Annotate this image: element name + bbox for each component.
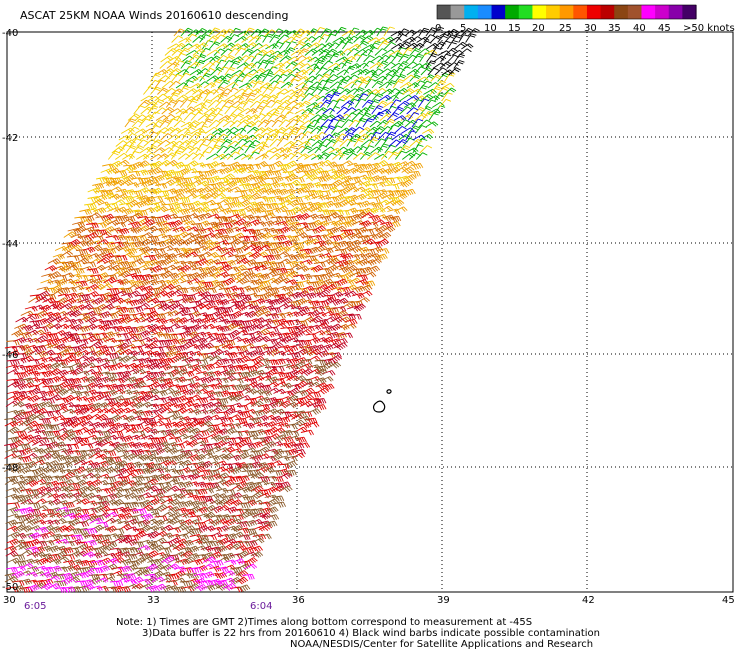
lon-label-45: 45 [722, 595, 735, 606]
islands [373, 389, 392, 413]
lon-label-36: 36 [292, 595, 305, 606]
legend-label-5: 5 [460, 23, 466, 34]
legend-swatch [437, 5, 452, 19]
legend-swatch [573, 5, 588, 19]
legend-swatch [450, 5, 465, 19]
legend-swatches [436, 4, 697, 20]
wind-barb-group [6, 211, 402, 359]
lon-label-30: 30 [3, 595, 16, 606]
legend-swatch [600, 5, 615, 19]
note-line-1: Note: 1) Times are GMT 2)Times along bot… [116, 617, 532, 628]
wind-barb-group [84, 26, 456, 216]
lat-label-42: -42 [2, 133, 18, 144]
legend-swatch [586, 5, 602, 19]
lat-label-44: -44 [2, 239, 18, 250]
legend-label-25: 25 [559, 23, 572, 34]
wind-barb-group [6, 506, 258, 593]
legend-swatch [682, 5, 697, 19]
map-title: ASCAT 25KM NOAA Winds 20160610 descendin… [20, 9, 288, 22]
legend-swatch [559, 5, 574, 19]
legend-swatch [532, 5, 547, 19]
legend-label-40: 40 [633, 23, 646, 34]
legend-swatch [546, 5, 561, 19]
legend-label-35: 35 [608, 23, 621, 34]
legend-swatch [464, 5, 479, 19]
legend-swatch [477, 5, 493, 19]
legend-label-15: 15 [508, 23, 521, 34]
marion-island-outline [373, 400, 386, 413]
wind-barb-group [3, 355, 342, 593]
footer-notes: Note: 1) Times are GMT 2)Times along bot… [116, 617, 600, 650]
legend-label-20: 20 [532, 23, 545, 34]
legend-outline [436, 4, 697, 20]
wind-barbs-swath [3, 26, 480, 593]
time-label-left: 6:05 [24, 601, 46, 612]
wind-barb-group [319, 91, 430, 147]
legend-swatch [518, 5, 534, 19]
wind-barb-group [4, 212, 394, 593]
legend-labels: 0 5 10 15 20 25 30 35 40 45 >50 knots [435, 23, 735, 34]
color-legend: 0 5 10 15 20 25 30 35 40 45 >50 knots [435, 4, 735, 34]
lat-label-46: -46 [2, 350, 18, 361]
note-line-2: 3)Data buffer is 22 hrs from 20160610 4)… [142, 628, 600, 639]
longitude-labels: 30 33 36 39 42 45 [3, 595, 735, 606]
legend-swatch [655, 5, 670, 19]
lat-label-40: -40 [2, 28, 18, 39]
latitude-labels: -40 -42 -44 -46 -48 -50 [2, 28, 18, 593]
graticule [7, 32, 733, 592]
legend-swatch [491, 5, 506, 19]
lon-label-42: 42 [582, 595, 595, 606]
note-line-3: NOAA/NESDIS/Center for Satellite Applica… [290, 639, 593, 650]
lon-label-33: 33 [147, 595, 160, 606]
legend-swatch [641, 5, 656, 19]
legend-label-45: 45 [658, 23, 671, 34]
legend-label-50plus: >50 knots [683, 23, 735, 34]
wind-barb-group [388, 26, 480, 76]
legend-label-10: 10 [484, 23, 497, 34]
legend-swatch [627, 5, 643, 19]
legend-swatch [505, 5, 520, 19]
legend-label-30: 30 [584, 23, 597, 34]
time-label-right: 6:04 [250, 601, 272, 612]
prince-edward-island-outline [386, 389, 392, 394]
legend-swatch [668, 5, 683, 19]
lon-label-39: 39 [437, 595, 450, 606]
map-frame [6, 31, 734, 593]
legend-swatch [614, 5, 629, 19]
lat-label-50: -50 [2, 582, 18, 593]
lat-label-48: -48 [2, 463, 18, 474]
